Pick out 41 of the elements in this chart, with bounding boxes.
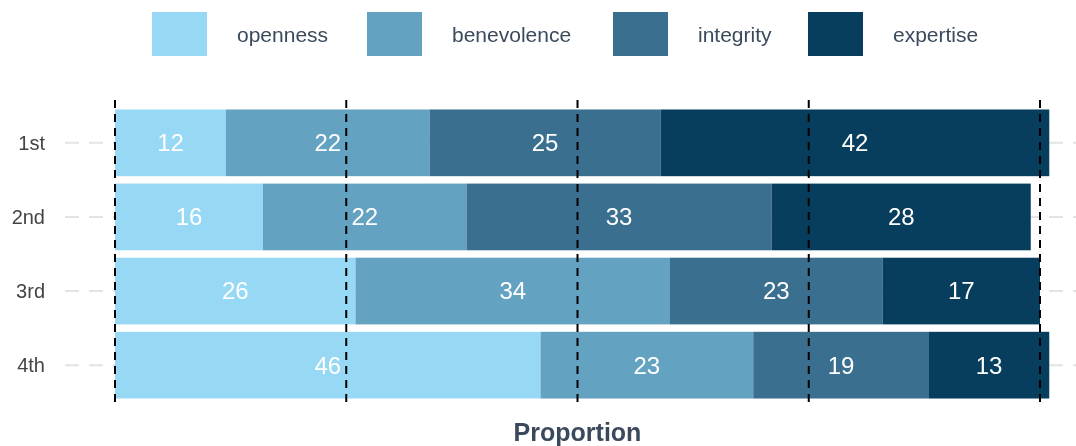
data-label: 28 [887, 203, 915, 231]
bar [226, 109, 430, 177]
data-label: 25 [531, 129, 559, 157]
data-label: 12 [157, 129, 184, 157]
data-label: 26 [221, 277, 249, 305]
x-axis-title: Proportion [513, 417, 642, 446]
data-label: 17 [948, 277, 975, 305]
bar [771, 183, 1031, 251]
data-label: 16 [175, 203, 203, 231]
data-label: 42 [841, 129, 869, 157]
legend-label: openness [237, 23, 329, 47]
legend-label: benevolence [452, 23, 572, 47]
data-label: 19 [827, 351, 855, 379]
data-label: 46 [314, 351, 342, 379]
data-label: 13 [975, 351, 1003, 379]
bar [263, 183, 467, 251]
bar [660, 109, 1050, 177]
bar [929, 331, 1050, 399]
bar [466, 183, 772, 251]
bar [753, 331, 929, 399]
legend-label: integrity [698, 23, 773, 47]
bar [115, 257, 356, 325]
bar [429, 109, 661, 177]
legend-label: expertise [893, 23, 979, 47]
data-label: 23 [763, 277, 790, 305]
data-label: 34 [499, 277, 527, 305]
bar [540, 331, 754, 399]
bar [882, 257, 1040, 325]
data-label: 22 [314, 129, 342, 157]
bar [115, 183, 263, 251]
y-tick-label: 1st [18, 131, 46, 154]
y-tick-label: 3rd [16, 280, 45, 303]
data-label: 22 [351, 203, 379, 231]
y-tick-label: 2nd [11, 205, 45, 228]
bar [115, 109, 226, 177]
bar [115, 331, 541, 399]
y-tick-label: 4th [17, 354, 45, 377]
data-label: 23 [633, 351, 661, 379]
data-label: 33 [605, 203, 633, 231]
bar [355, 257, 670, 325]
bar [670, 257, 883, 325]
